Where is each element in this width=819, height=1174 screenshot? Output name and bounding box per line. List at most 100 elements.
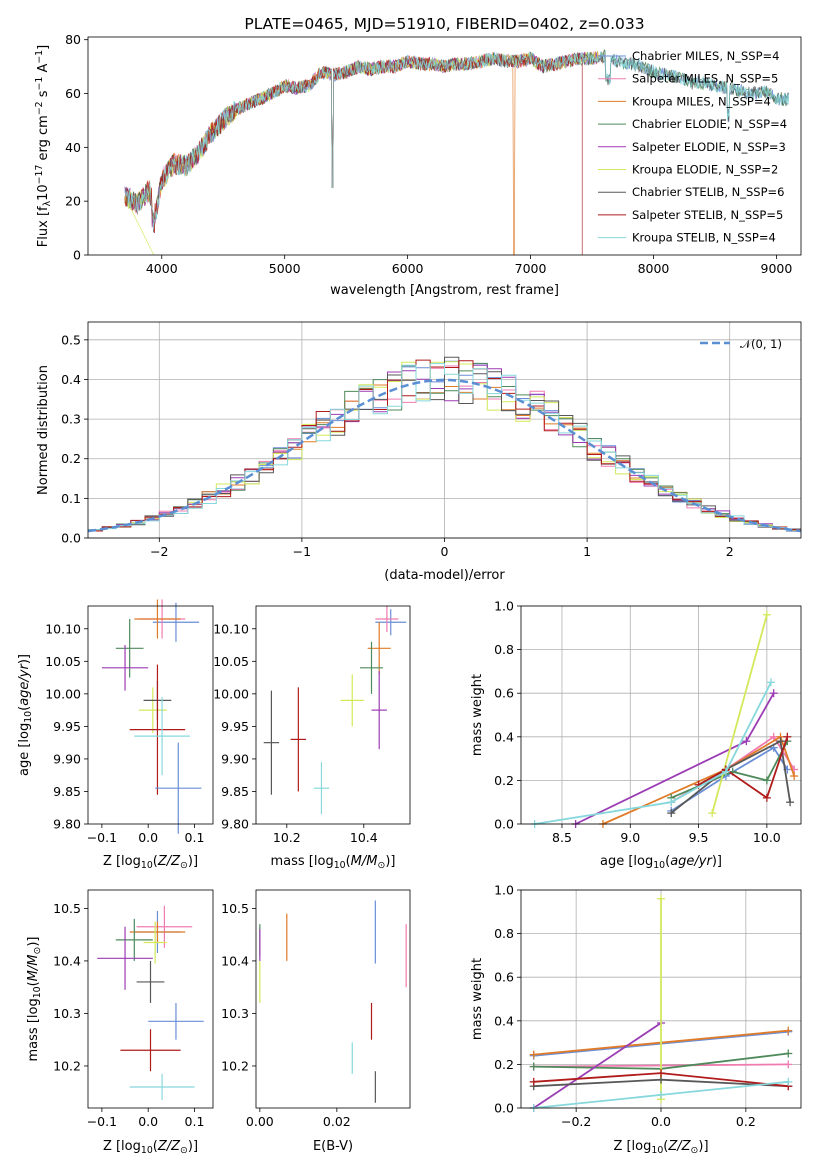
y-tick-label: 10.00: [213, 686, 249, 701]
error-cross: [290, 687, 307, 792]
plus-marker: [667, 809, 676, 818]
x-tick-label: 0.1: [185, 830, 205, 845]
x-tick-label: 4000: [146, 261, 178, 276]
plus-marker: [657, 1069, 665, 1078]
error-cross: [155, 742, 202, 834]
y-tick-label: 0.1: [61, 491, 81, 506]
y-tick-label: 9.85: [53, 784, 81, 799]
x-tick-label: 0.0: [138, 1114, 158, 1129]
y-tick-label: 0.4: [494, 729, 514, 744]
plus-marker: [721, 767, 730, 776]
mass-ebv-panel-frame: [255, 889, 411, 1109]
mass-ebv-panel-plot: [259, 900, 407, 1103]
plus-marker: [776, 737, 785, 746]
weight-line-6: [670, 739, 791, 814]
weight-age-panel-plot: [530, 610, 799, 828]
x-tick-label: 0.1: [185, 1114, 205, 1129]
y-axis-label: age [log10(age/yr)]: [17, 654, 34, 776]
y-tick-label: 0.0: [61, 531, 81, 546]
x-tick-label: 0.02: [323, 1114, 351, 1129]
y-tick-label: 9.90: [221, 751, 249, 766]
x-tick-label: 0.00: [246, 1114, 274, 1129]
y-axis-label: mass [log10(M/M⊙)]: [26, 937, 43, 1062]
x-tick-label: 2: [726, 544, 734, 559]
y-tick-label: 0.6: [494, 686, 514, 701]
weight-age-panel-frame: [520, 605, 802, 825]
plus-marker: [786, 798, 795, 807]
x-tick-label: 6000: [392, 261, 424, 276]
plus-marker: [762, 793, 771, 802]
x-tick-label: −2: [150, 544, 168, 559]
error-cross: [136, 905, 193, 948]
weight-z-panel: −0.2 0.0 0.2 0.0 0.2 0.4 0.6 0.8 1.0: [494, 883, 802, 1129]
legend-entry: Kroupa ELODIE, N_SSP=2: [632, 163, 778, 177]
y-tick-label: 10.5: [53, 901, 81, 916]
legend-entry: Kroupa MILES, N_SSP=4: [632, 94, 771, 108]
y-tick-label: 9.80: [221, 817, 249, 832]
plus-marker: [708, 809, 717, 818]
y-tick-label: 9.95: [221, 719, 249, 734]
y-tick-label: 0.5: [61, 332, 81, 347]
legend-entry: Salpeter STELIB, N_SSP=5: [632, 208, 783, 222]
x-tick-label: 0.2: [736, 1114, 756, 1129]
error-cross: [375, 606, 399, 633]
spectrum-line-1: [124, 51, 599, 233]
x-tick-label: 9000: [761, 261, 793, 276]
mass-z-panel: −0.1 0.0 0.1 10.2 10.3 10.4 10.5: [53, 889, 214, 1129]
x-tick-label: 0.0: [138, 830, 158, 845]
age-z-panel-frame: [87, 605, 214, 825]
y-tick-label: 40: [65, 140, 81, 155]
x-tick-label: 7000: [515, 261, 547, 276]
y-tick-label: 0.2: [61, 451, 81, 466]
x-axis-label: wavelength [Angstrom, rest frame]: [330, 283, 559, 298]
y-tick-label: 9.95: [53, 719, 81, 734]
age-z-panel: −0.1 0.0 0.1 9.80 9.85 9.90 9.95 10.00 10.05 10.1…: [45, 599, 214, 845]
x-tick-label: 5000: [269, 261, 301, 276]
mass-ebv-panel: 0.00 0.02 10.2 10.3 10.4 10.5: [221, 889, 411, 1129]
x-tick-label: 0: [441, 544, 449, 559]
x-tick-label: 9.5: [689, 830, 709, 845]
residual-panel: −2 −1 0 1 2 0.0 0.1 0.2 0.3 0.4 0.5: [61, 321, 802, 559]
x-tick-label: −1: [293, 544, 311, 559]
y-tick-label: 0.4: [494, 1013, 514, 1028]
x-axis-label: Z [log10(Z/Z⊙)]: [613, 1139, 708, 1156]
error-cross: [359, 641, 384, 694]
x-axis-label: Z [log10(Z/Z⊙)]: [103, 1139, 198, 1156]
weight-line-2: [602, 735, 796, 825]
y-tick-label: 10.3: [221, 1006, 249, 1021]
spectrum-legend: Chabrier MILES, N_SSP=4 Salpeter MILES, N…: [598, 49, 787, 245]
plus-marker: [784, 1077, 793, 1086]
x-tick-label: −0.2: [561, 1114, 591, 1129]
age-mass-panel: 10.2 10.4 9.80 9.85 9.90 9.95 10.00 10.05 10.10: [213, 605, 411, 845]
error-cross: [371, 671, 387, 750]
residual-panel-plot: [87, 356, 802, 533]
error-cross: [375, 609, 407, 636]
x-tick-label: 8.5: [552, 830, 572, 845]
plus-marker: [766, 678, 775, 687]
plus-marker: [762, 610, 771, 619]
y-axis-label: mass weight: [470, 674, 485, 756]
histogram-step-8: [88, 363, 801, 532]
y-tick-label: 10.05: [213, 654, 249, 669]
x-tick-label: 10.0: [753, 830, 781, 845]
error-cross: [340, 674, 364, 727]
y-tick-label: 10.5: [221, 901, 249, 916]
y-tick-label: 9.85: [221, 784, 249, 799]
y-tick-label: 10.10: [213, 621, 249, 636]
x-axis-label: E(B-V): [313, 1139, 353, 1154]
plus-marker: [769, 689, 778, 698]
mass-z-panel-frame: [87, 889, 214, 1109]
residual-panel-grid: [88, 322, 801, 539]
legend-entry: Chabrier MILES, N_SSP=4: [632, 49, 779, 63]
x-tick-label: 9.0: [620, 830, 640, 845]
plus-marker: [657, 1090, 665, 1099]
y-axis-label: mass weight: [470, 958, 485, 1040]
y-tick-label: 0.6: [494, 970, 514, 985]
plus-marker: [529, 1050, 538, 1059]
y-tick-label: 1.0: [494, 599, 514, 614]
legend-entry: Chabrier ELODIE, N_SSP=4: [632, 117, 787, 131]
y-axis-label: Normed distribution: [36, 365, 51, 495]
y-tick-label: 0.3: [61, 412, 81, 427]
y-tick-label: 10.4: [53, 953, 81, 968]
